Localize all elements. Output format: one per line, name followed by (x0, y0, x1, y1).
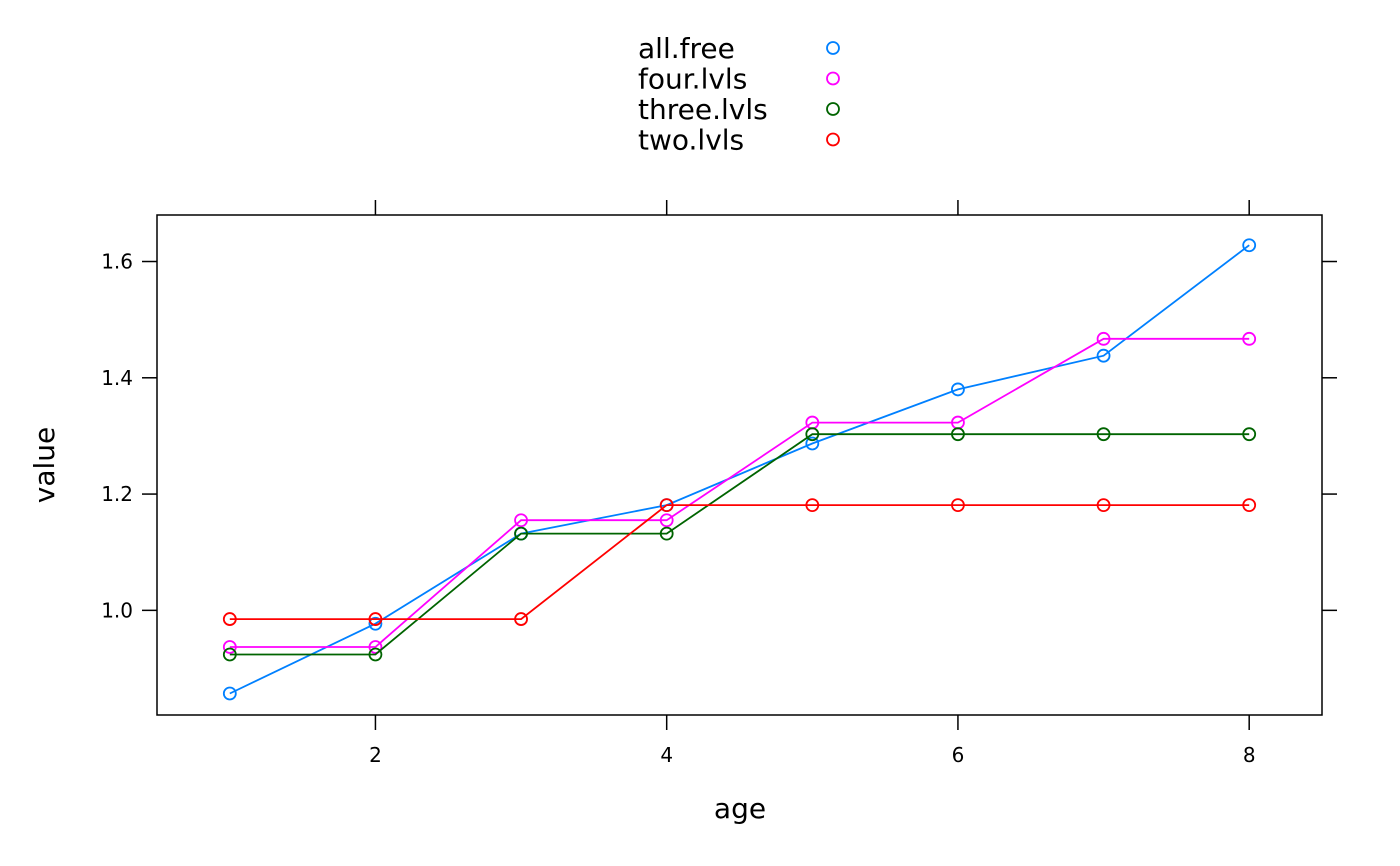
legend-marker (826, 71, 840, 86)
series-line (229, 244, 1250, 695)
x-tick-label: 8 (1243, 743, 1256, 767)
y-tick-label: 1.2 (101, 482, 133, 506)
data-point (1242, 498, 1257, 513)
y-axis-title: value (28, 427, 61, 503)
legend-label: three.lvls (638, 93, 768, 126)
plot-area: 2 4 6 8 1.0 1.2 1.4 1.6 (101, 200, 1337, 767)
axis-ticks: 2 4 6 8 1.0 1.2 1.4 1.6 (101, 200, 1337, 767)
legend-marker (826, 41, 840, 55)
data-point (951, 498, 965, 513)
plot-frame (156, 214, 1323, 716)
data-point (222, 647, 237, 662)
series-two-lvls (222, 498, 1257, 626)
data-point (514, 612, 528, 626)
legend-label: four.lvls (638, 63, 747, 96)
y-tick-label: 1.0 (101, 598, 133, 622)
legend-item: two.lvls (638, 124, 840, 157)
legend-marker (826, 102, 840, 116)
series-four-lvls (222, 331, 1257, 654)
data-point (659, 513, 674, 528)
data-point (805, 498, 820, 513)
data-point (368, 640, 383, 654)
data-point (222, 640, 237, 654)
y-tick-label: 1.6 (101, 250, 133, 274)
data-point (1096, 348, 1111, 363)
data-point (222, 686, 237, 701)
series-line (229, 504, 1250, 620)
series-three-lvls (222, 427, 1257, 662)
data-point (805, 436, 820, 451)
x-tick-label: 2 (369, 743, 382, 767)
legend-marker (826, 132, 840, 147)
x-axis-title: age (714, 792, 766, 825)
data-point (1096, 331, 1111, 346)
data-point (368, 647, 383, 662)
data-point (1096, 498, 1111, 513)
series-line (229, 337, 1250, 648)
data-point (1242, 238, 1257, 253)
y-tick-label: 1.4 (101, 366, 133, 390)
legend-item: all.free (638, 32, 840, 65)
series-all-free (222, 238, 1257, 701)
data-point (1096, 427, 1111, 442)
data-point (514, 513, 528, 528)
data-point (659, 526, 674, 541)
legend-item: three.lvls (638, 93, 840, 126)
data-point (951, 382, 965, 397)
data-point (368, 612, 383, 626)
series-line (229, 433, 1250, 656)
legend-label: two.lvls (638, 124, 744, 157)
series-layer (222, 238, 1257, 701)
legend-item: four.lvls (638, 63, 840, 96)
legend-label: all.free (638, 32, 735, 65)
data-point (659, 498, 674, 513)
x-tick-label: 4 (660, 743, 673, 767)
data-point (805, 427, 820, 442)
data-point (222, 612, 237, 626)
data-point (368, 616, 383, 631)
data-point (514, 526, 528, 541)
data-point (1242, 331, 1257, 346)
data-point (951, 427, 965, 442)
data-point (1242, 427, 1257, 442)
x-tick-label: 6 (952, 743, 965, 767)
